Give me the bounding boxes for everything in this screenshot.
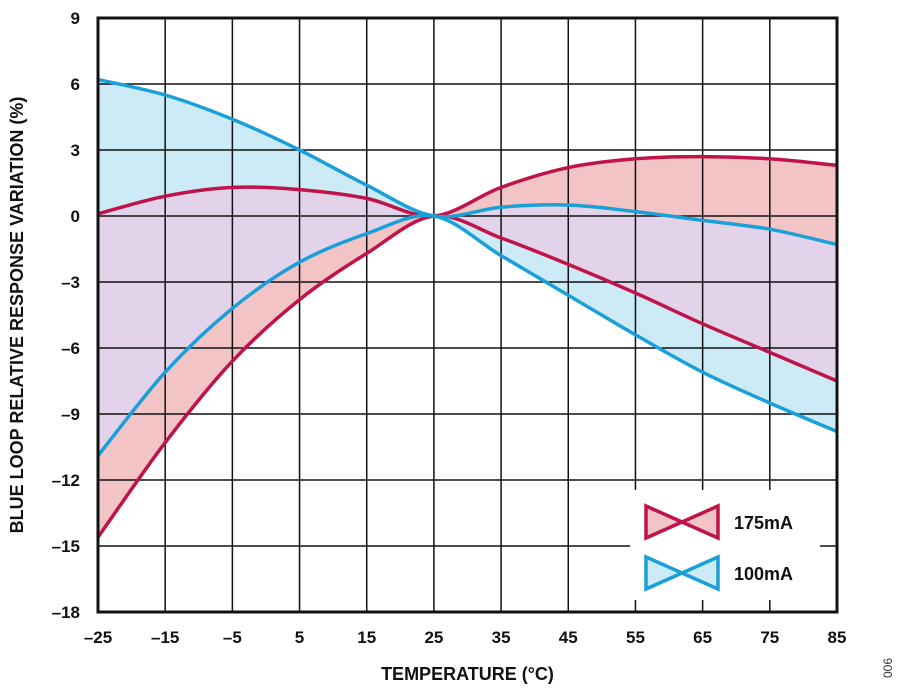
x-tick-label: 75: [760, 628, 779, 647]
y-tick-label: –15: [52, 537, 80, 556]
y-tick-label: 9: [71, 9, 80, 28]
line-100ma-lower: [96, 213, 838, 457]
x-tick-label: 45: [559, 628, 578, 647]
y-tick-label: 0: [71, 207, 80, 226]
plot-frame: [96, 16, 839, 614]
band-overlap: [98, 156, 837, 456]
y-tick-label: –9: [61, 405, 80, 424]
line-175ma-upper: [97, 154, 838, 218]
legend-label-175ma: 175mA: [734, 513, 793, 533]
x-tick-label: 15: [357, 628, 376, 647]
legend-item-100ma: 100mA: [644, 554, 793, 592]
y-axis-label: BLUE LOOP RELATIVE RESPONSE VARIATION (%…: [7, 97, 27, 534]
x-tick-label: 5: [295, 628, 304, 647]
legend-swatch-175ma: [644, 503, 720, 541]
y-tick-labels: 9 6 3 0 –3 –6 –9 –12 –15 –18: [52, 9, 80, 622]
x-tick-label: 35: [492, 628, 511, 647]
legend-label-100ma: 100mA: [734, 564, 793, 584]
series-lines: [96, 77, 838, 539]
line-100ma-upper: [97, 77, 838, 247]
x-tick-label: –5: [223, 628, 242, 647]
y-tick-label: –6: [61, 339, 80, 358]
legend-swatch-100ma: [644, 554, 720, 592]
band-fills: [98, 79, 837, 538]
x-tick-label: 65: [693, 628, 712, 647]
legend: 175mA 100mA: [630, 490, 820, 600]
x-axis-label: TEMPERATURE (°C): [381, 664, 554, 684]
x-tick-label: –15: [151, 628, 179, 647]
x-tick-labels: –25 –15 –5 5 15 25 35 45 55 65 75 85: [84, 628, 847, 647]
y-tick-label: –18: [52, 603, 80, 622]
y-tick-label: 6: [71, 75, 80, 94]
legend-item-175ma: 175mA: [644, 503, 793, 541]
y-tick-label: 3: [71, 141, 80, 160]
figure-id: 006: [881, 658, 895, 678]
x-tick-label: –25: [84, 628, 112, 647]
x-tick-label: 85: [828, 628, 847, 647]
x-tick-label: 55: [626, 628, 645, 647]
x-tick-label: 25: [424, 628, 443, 647]
y-tick-label: –12: [52, 471, 80, 490]
y-tick-label: –3: [61, 273, 80, 292]
band-100ma: [98, 79, 837, 456]
